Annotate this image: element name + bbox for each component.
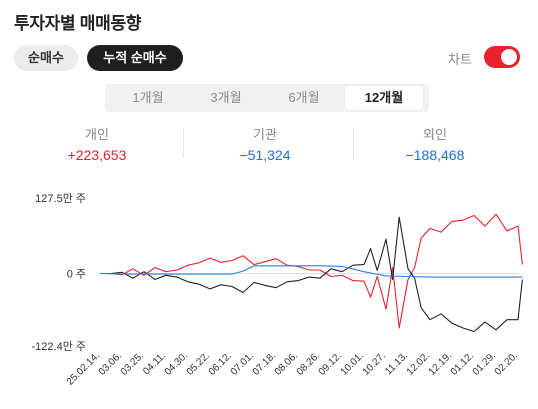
x-tick-label: 04.30. xyxy=(163,350,190,377)
x-tick-label: 12.19. xyxy=(427,350,454,377)
x-tick-label: 01.29. xyxy=(471,350,498,377)
series-line-2 xyxy=(99,265,523,278)
y-tick-label: -122.4만 주 xyxy=(32,340,87,353)
chart-svg: 127.5만 주0 주-122.4만 주25.02.14.03.06.03.25… xyxy=(32,192,523,388)
page-title: 투자자별 매매동향 xyxy=(14,14,142,33)
chart-toggle-switch[interactable] xyxy=(484,46,520,68)
x-tick-label: 10.01. xyxy=(339,350,366,377)
x-tick-label: 02.20. xyxy=(493,350,520,377)
summary-value: −51,324 xyxy=(239,147,291,163)
x-tick-label: 03.25. xyxy=(119,350,146,377)
x-tick-label: 10.27. xyxy=(361,350,388,377)
y-tick-label: 0 주 xyxy=(67,269,86,281)
summary-value: −188,468 xyxy=(405,147,465,163)
x-tick-label: 06.12. xyxy=(207,350,234,377)
summary-institution: 기관 −51,324 xyxy=(190,124,340,163)
period-tab-6m[interactable]: 6개월 xyxy=(288,90,320,105)
summary-label: 기관 xyxy=(253,127,277,142)
series-line-0 xyxy=(100,213,523,329)
x-tick-label: 05.22. xyxy=(185,350,212,377)
period-tab-12m[interactable]: 12개월 xyxy=(345,86,423,110)
summary-label: 외인 xyxy=(423,127,447,142)
x-tick-label: 08.06. xyxy=(273,350,300,377)
summary-foreign: 외인 −188,468 xyxy=(360,124,510,163)
tab-net-buy[interactable]: 순매수 xyxy=(14,45,78,71)
x-tick-label: 09.12. xyxy=(317,350,344,377)
x-tick-label: 01.12. xyxy=(449,350,476,377)
series-line-1 xyxy=(100,216,523,333)
summary-label: 개인 xyxy=(85,127,109,142)
x-tick-label: 07.18. xyxy=(251,350,278,377)
period-tab-1m[interactable]: 1개월 xyxy=(132,90,164,105)
x-tick-label: 12.02. xyxy=(405,350,432,377)
x-tick-label: 08.26. xyxy=(295,350,322,377)
x-tick-label: 11.13. xyxy=(383,350,410,377)
tab-cumulative-net-buy[interactable]: 누적 순매수 xyxy=(87,45,183,71)
x-tick-label: 04.11. xyxy=(141,350,168,377)
period-tab-3m[interactable]: 3개월 xyxy=(210,90,242,105)
chart-toggle-label: 차트 xyxy=(448,52,472,67)
x-tick-label: 07.01. xyxy=(229,350,256,377)
y-tick-label: 127.5만 주 xyxy=(35,192,86,205)
toggle-knob xyxy=(501,49,517,65)
summary-individual: 개인 +223,653 xyxy=(22,124,172,163)
divider xyxy=(353,128,354,158)
period-selector: 1개월 3개월 6개월 12개월 xyxy=(105,84,429,112)
divider xyxy=(183,128,184,158)
summary-value: +223,653 xyxy=(67,147,127,163)
x-tick-label: 03.06. xyxy=(97,350,124,377)
